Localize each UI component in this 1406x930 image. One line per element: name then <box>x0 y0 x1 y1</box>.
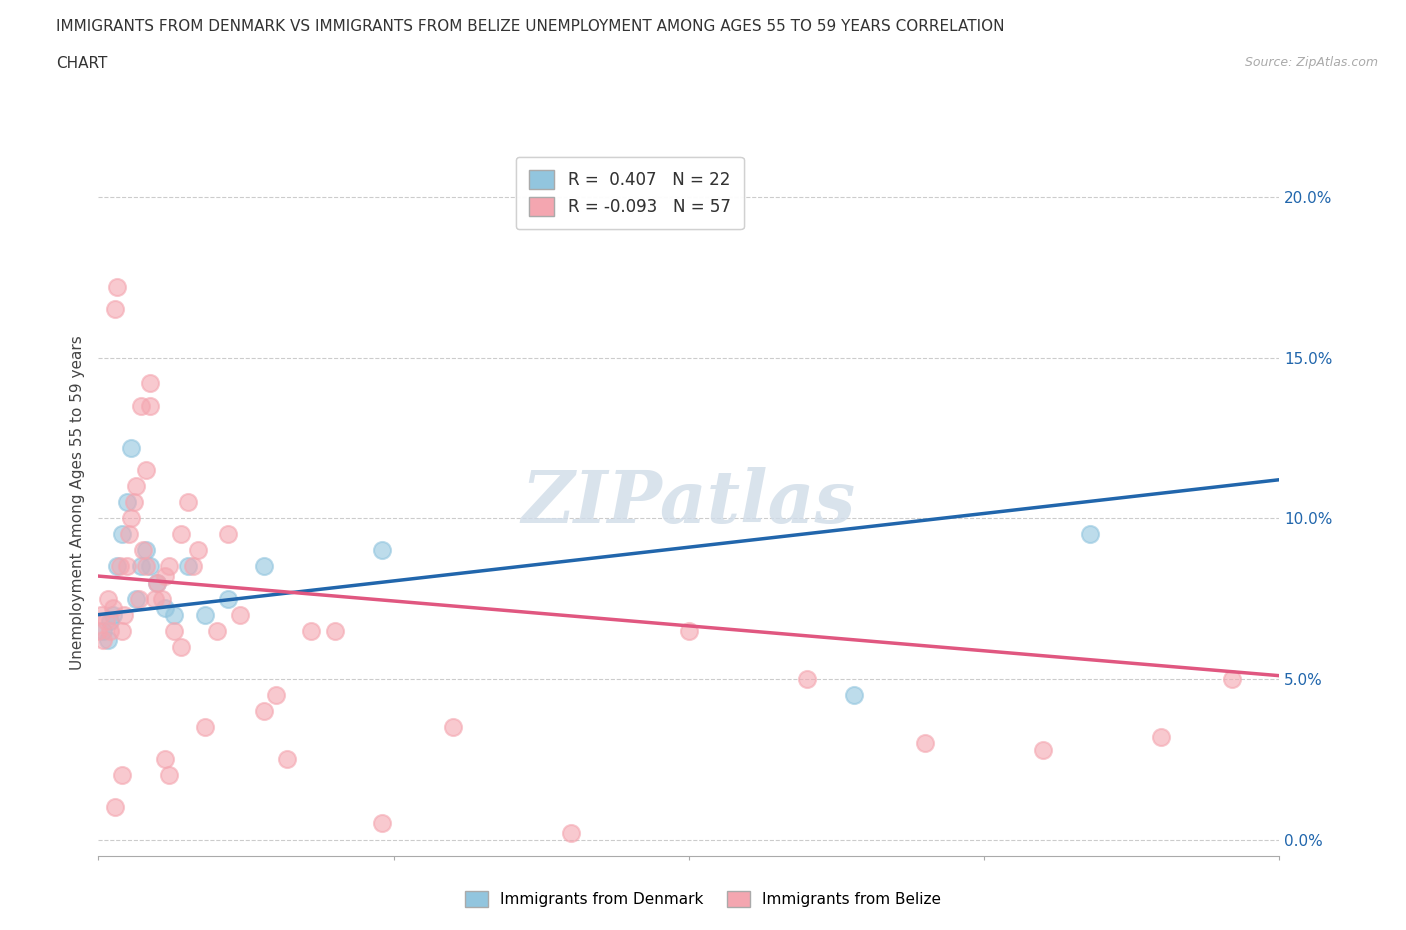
Point <box>914 736 936 751</box>
Point <box>105 280 128 295</box>
Point <box>181 559 204 574</box>
Point <box>163 607 186 622</box>
Point <box>177 495 200 510</box>
Legend: R =  0.407   N = 22, R = -0.093   N = 57: R = 0.407 N = 22, R = -0.093 N = 57 <box>516 157 744 230</box>
Point <box>98 623 121 638</box>
Point <box>115 495 138 510</box>
Point <box>253 704 276 719</box>
Point <box>101 607 124 622</box>
Point <box>217 527 239 542</box>
Point <box>187 543 209 558</box>
Point <box>1080 527 1102 542</box>
Point <box>371 816 394 830</box>
Point <box>170 639 193 654</box>
Point <box>129 559 152 574</box>
Point <box>1032 742 1054 757</box>
Point <box>135 462 157 477</box>
Point <box>153 601 176 616</box>
Point <box>104 800 127 815</box>
Point <box>229 607 252 622</box>
Point <box>1220 671 1243 686</box>
Point <box>108 559 131 574</box>
Point <box>194 720 217 735</box>
Point <box>177 559 200 574</box>
Point <box>163 623 186 638</box>
Point <box>97 633 120 648</box>
Point <box>101 601 124 616</box>
Point <box>121 440 143 455</box>
Point <box>139 559 162 574</box>
Point <box>157 768 180 783</box>
Point <box>118 527 141 542</box>
Point <box>87 623 110 638</box>
Point <box>844 687 866 702</box>
Point <box>125 479 148 494</box>
Point <box>796 671 818 686</box>
Point <box>104 302 127 317</box>
Point <box>146 575 169 590</box>
Point <box>91 633 114 648</box>
Point <box>205 623 228 638</box>
Point <box>135 559 157 574</box>
Point <box>111 768 134 783</box>
Text: Source: ZipAtlas.com: Source: ZipAtlas.com <box>1244 56 1378 69</box>
Point <box>371 543 394 558</box>
Text: ZIPatlas: ZIPatlas <box>522 467 856 538</box>
Point <box>129 398 152 413</box>
Point <box>264 687 287 702</box>
Point <box>323 623 346 638</box>
Point <box>132 543 155 558</box>
Point <box>143 591 166 606</box>
Point <box>299 623 322 638</box>
Point <box>97 591 120 606</box>
Point <box>217 591 239 606</box>
Point <box>560 826 582 841</box>
Text: CHART: CHART <box>56 56 108 71</box>
Point <box>146 575 169 590</box>
Point <box>139 398 162 413</box>
Point <box>112 607 135 622</box>
Point <box>94 614 117 629</box>
Point <box>105 559 128 574</box>
Point <box>98 614 121 629</box>
Legend: Immigrants from Denmark, Immigrants from Belize: Immigrants from Denmark, Immigrants from… <box>460 884 946 913</box>
Point <box>135 543 157 558</box>
Point <box>276 751 298 766</box>
Point <box>115 559 138 574</box>
Point <box>441 720 464 735</box>
Point <box>157 559 180 574</box>
Point <box>1150 729 1173 744</box>
Point <box>128 591 150 606</box>
Point <box>139 376 162 391</box>
Text: IMMIGRANTS FROM DENMARK VS IMMIGRANTS FROM BELIZE UNEMPLOYMENT AMONG AGES 55 TO : IMMIGRANTS FROM DENMARK VS IMMIGRANTS FR… <box>56 19 1005 33</box>
Point <box>153 568 176 583</box>
Point <box>153 751 176 766</box>
Point <box>90 607 112 622</box>
Point <box>111 527 134 542</box>
Y-axis label: Unemployment Among Ages 55 to 59 years: Unemployment Among Ages 55 to 59 years <box>69 335 84 670</box>
Point <box>170 527 193 542</box>
Point <box>111 623 134 638</box>
Point <box>121 511 143 525</box>
Point <box>150 591 173 606</box>
Point <box>122 495 145 510</box>
Point <box>125 591 148 606</box>
Point <box>678 623 700 638</box>
Point <box>91 623 114 638</box>
Point <box>253 559 276 574</box>
Point <box>194 607 217 622</box>
